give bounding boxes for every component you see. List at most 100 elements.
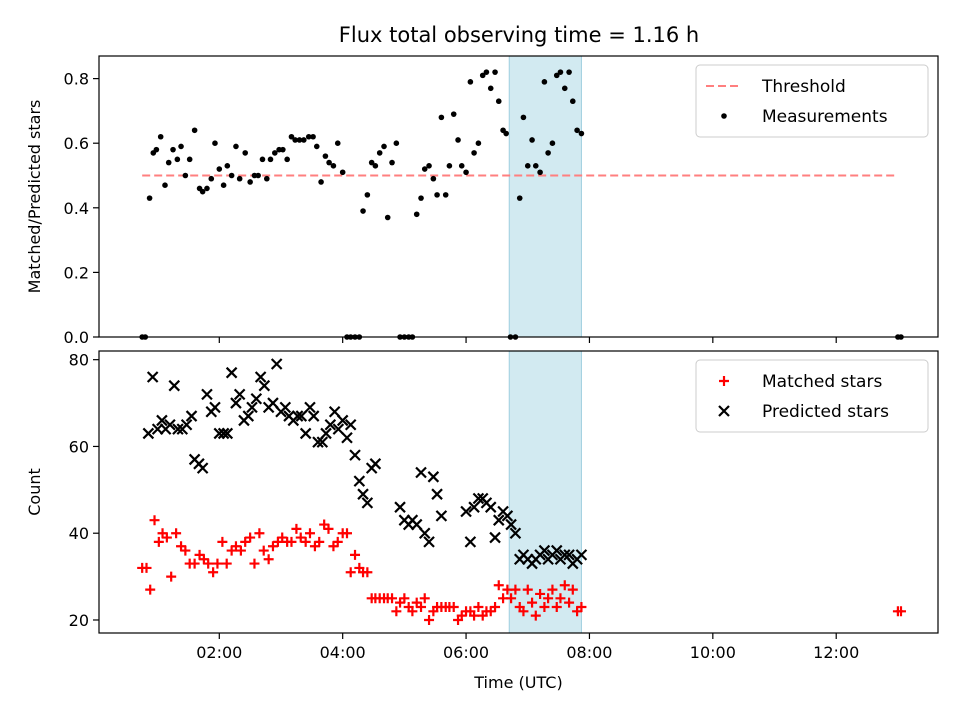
- measurement-point: [305, 133, 312, 140]
- matched-point: [189, 558, 200, 569]
- predicted-point: [472, 492, 485, 505]
- measurement-point: [561, 85, 568, 92]
- measurement-point: [516, 195, 523, 201]
- matched-point: [171, 528, 182, 539]
- predicted-point: [349, 449, 361, 461]
- y-tick-label: 0.6: [64, 134, 89, 153]
- matched-point: [286, 536, 297, 547]
- predicted-point: [217, 427, 230, 440]
- predicted-point: [484, 501, 497, 513]
- bottom-panel: 20 40 60 80 02:00 04:00 06:00 08:00 10:00 12:00 Co…: [25, 350, 939, 692]
- legend-dot-swatch: [721, 113, 727, 119]
- matched-point: [141, 562, 152, 573]
- x-tick-label: 08:00: [566, 643, 612, 662]
- measurement-point: [296, 137, 303, 143]
- matched-point: [217, 536, 228, 547]
- predicted-point: [328, 405, 341, 418]
- measurement-point: [153, 146, 160, 153]
- measurement-point: [434, 192, 440, 198]
- matched-point: [304, 528, 315, 539]
- predicted-point: [415, 466, 427, 479]
- matched-point: [291, 523, 302, 534]
- predicted-point: [361, 497, 374, 509]
- matched-point: [212, 558, 223, 569]
- legend-label: Measurements: [762, 107, 888, 127]
- measurement-point: [467, 79, 474, 85]
- predicted-point: [312, 436, 324, 448]
- x-tick-label: 10:00: [690, 643, 736, 662]
- matched-point: [490, 601, 501, 612]
- matched-point: [555, 593, 566, 604]
- x-tick-label: 02:00: [196, 643, 242, 662]
- matched-point: [506, 593, 517, 604]
- measurement-point: [495, 98, 502, 105]
- measurement-point: [191, 127, 198, 134]
- predicted-point: [563, 549, 575, 561]
- axes-frame: [98, 55, 939, 338]
- predicted-point: [267, 397, 279, 409]
- predicted-point: [538, 544, 551, 557]
- measurement-point: [220, 182, 227, 188]
- measurement-point: [503, 130, 509, 137]
- predicted-point: [423, 536, 435, 548]
- measurement-point: [458, 163, 465, 169]
- measurement-point: [310, 133, 316, 140]
- measurement-point: [157, 133, 164, 140]
- predicted-point: [492, 514, 505, 526]
- measurement-point: [174, 156, 181, 163]
- chart-title: Flux total observing time = 1.16 h: [339, 23, 699, 47]
- predicted-point: [316, 436, 329, 448]
- matched-point: [387, 593, 398, 604]
- x-tick-label: 06:00: [443, 643, 489, 662]
- predicted-point: [299, 427, 312, 440]
- measurement-point: [426, 163, 432, 169]
- measurement-point: [199, 188, 206, 195]
- predicted-point: [501, 510, 514, 522]
- measurement-point: [578, 130, 585, 137]
- predicted-point: [196, 462, 209, 474]
- matched-point: [419, 593, 430, 604]
- measurement-point: [318, 179, 324, 185]
- matched-point: [424, 614, 435, 625]
- matched-point: [254, 528, 265, 539]
- series-dot: [139, 69, 904, 340]
- measurement-point: [455, 137, 461, 143]
- measurement-point: [259, 156, 266, 163]
- matched-point: [323, 523, 334, 534]
- measurement-point: [236, 175, 243, 182]
- y-tick-label: 0.8: [64, 70, 89, 89]
- matched-point: [249, 558, 260, 569]
- matched-point: [539, 601, 550, 612]
- predicted-point: [164, 418, 176, 431]
- matched-point: [350, 549, 361, 560]
- matched-point: [180, 545, 191, 556]
- matched-point: [166, 571, 177, 582]
- measurement-point: [267, 156, 274, 163]
- predicted-point: [201, 388, 213, 401]
- predicted-point: [230, 397, 242, 409]
- matched-point: [345, 567, 356, 578]
- predicted-point: [431, 488, 443, 500]
- measurement-point: [330, 163, 337, 169]
- measurement-point: [529, 137, 535, 143]
- predicted-point: [209, 401, 221, 414]
- matched-point: [493, 580, 504, 591]
- matched-point: [895, 606, 906, 617]
- measurement-point: [413, 211, 420, 218]
- measurement-point: [292, 137, 298, 143]
- y-axis-label: Count: [25, 468, 44, 516]
- measurement-point: [233, 143, 239, 150]
- matched-point: [530, 610, 541, 621]
- y-tick-label: 20: [69, 611, 89, 630]
- measurement-point: [450, 111, 457, 117]
- measurement-point: [146, 195, 153, 201]
- top-panel: 0.0 0.2 0.4 0.6 0.8 Matched/Predicted stars Th…: [25, 55, 939, 347]
- matched-point: [153, 536, 164, 547]
- matched-point: [535, 588, 546, 599]
- y-tick-label: 0.2: [64, 263, 89, 282]
- matched-point: [245, 532, 256, 543]
- predicted-point: [156, 414, 168, 427]
- measurement-point: [204, 185, 210, 192]
- measurement-point: [280, 146, 286, 153]
- predicted-point: [291, 410, 304, 422]
